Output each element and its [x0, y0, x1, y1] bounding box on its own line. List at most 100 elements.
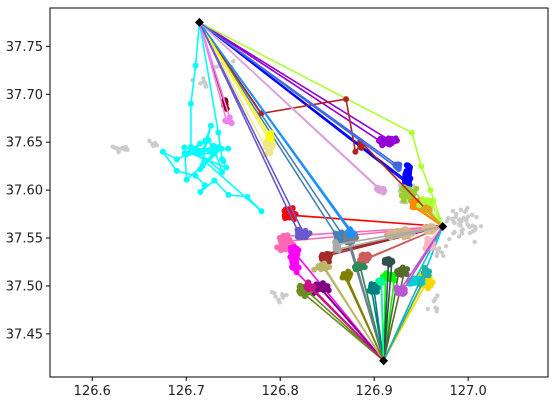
series-point-0 — [219, 169, 226, 176]
hub-layer — [194, 17, 448, 366]
background-point — [277, 300, 282, 305]
background-point — [147, 138, 152, 143]
background-point — [454, 211, 459, 217]
series-point-40 — [394, 161, 401, 168]
y-tick-label-4: 37.65 — [6, 136, 43, 151]
background-point — [151, 143, 156, 148]
hub-marker-2 — [379, 356, 389, 366]
series-point-4 — [403, 177, 410, 184]
background-point — [463, 218, 469, 223]
series-layer — [110, 21, 484, 362]
series-point-5 — [401, 193, 408, 200]
series-point-14 — [409, 200, 416, 207]
series-point-0 — [211, 177, 218, 184]
series-point-6 — [377, 138, 384, 145]
background-point — [231, 58, 236, 64]
series-point-22 — [223, 118, 230, 125]
series-point-7 — [274, 244, 281, 251]
series-point-39 — [378, 280, 385, 287]
series-point-3 — [391, 277, 398, 284]
x-tick-label-1: 126.7 — [168, 384, 205, 399]
series-point-8 — [293, 245, 300, 252]
series-point-8 — [293, 269, 300, 276]
series-point-19 — [427, 187, 434, 194]
series-point-19 — [418, 163, 425, 170]
series-point-41 — [334, 246, 341, 253]
x-axis: 126.6 126.7 126.8 126.9 127.0 — [74, 377, 487, 399]
series-point-36 — [381, 259, 388, 266]
series-point-27 — [351, 264, 358, 270]
background-point — [114, 145, 119, 151]
series-point-6 — [386, 140, 393, 147]
series-point-0 — [225, 145, 232, 152]
background-point — [456, 234, 462, 239]
series-point-0 — [196, 150, 203, 157]
series-point-0 — [183, 176, 190, 183]
series-point-30 — [364, 255, 371, 262]
series-point-35 — [376, 185, 383, 192]
series-point-0 — [173, 156, 180, 163]
y-tick-label-6: 37.75 — [6, 40, 43, 55]
background-point — [443, 243, 449, 249]
background-point — [450, 216, 455, 222]
series-point-0 — [159, 148, 166, 155]
background-point — [444, 218, 450, 224]
background-point — [452, 229, 457, 235]
background-point — [284, 292, 289, 298]
x-tick-label-0: 126.6 — [74, 384, 111, 399]
background-point — [433, 296, 438, 301]
series-point-41 — [333, 241, 340, 247]
background-point — [472, 239, 477, 245]
series-point-21 — [358, 144, 365, 151]
series-point-0 — [258, 208, 265, 215]
series-point-13 — [319, 251, 326, 258]
series-line-12 — [297, 284, 385, 362]
series-point-19 — [408, 129, 415, 136]
y-tick-label-3: 37.60 — [6, 184, 43, 199]
y-tick-label-0: 37.45 — [6, 327, 43, 342]
background-point — [434, 306, 440, 311]
background-point — [201, 76, 206, 81]
hub-marker-0 — [194, 17, 204, 27]
series-point-36 — [389, 257, 395, 264]
hub-marker-1 — [438, 222, 448, 232]
background-point — [447, 236, 452, 242]
series-point-0 — [219, 156, 226, 163]
series-point-28 — [300, 231, 307, 238]
background-point — [436, 248, 441, 253]
series-point-9 — [315, 283, 322, 290]
x-tick-label-2: 126.8 — [262, 384, 299, 399]
x-tick-label-4: 127.0 — [450, 384, 487, 399]
series-point-0 — [192, 172, 199, 179]
series-point-26 — [326, 264, 333, 270]
series-point-28 — [306, 230, 313, 237]
series-point-0 — [197, 189, 204, 195]
background-point — [459, 228, 464, 234]
series-point-21 — [352, 148, 359, 155]
series-point-24 — [268, 136, 275, 143]
series-point-11 — [412, 275, 419, 282]
series-point-26 — [318, 261, 325, 268]
series-point-5 — [407, 191, 414, 198]
background-point — [465, 222, 470, 227]
series-point-8 — [288, 248, 295, 255]
series-point-31 — [425, 268, 432, 275]
background-point — [458, 223, 463, 228]
background-point — [441, 253, 446, 259]
series-point-0 — [181, 144, 188, 151]
series-point-0 — [225, 191, 232, 198]
series-point-17 — [402, 226, 409, 233]
series-point-32 — [399, 288, 406, 295]
series-point-11 — [408, 280, 415, 287]
series-point-12 — [298, 288, 305, 295]
series-point-21 — [343, 96, 349, 103]
series-point-0 — [192, 62, 199, 69]
plot-frame — [49, 7, 549, 378]
series-point-0 — [197, 140, 203, 147]
series-point-0 — [244, 193, 251, 200]
series-point-10 — [368, 283, 374, 290]
series-point-0 — [187, 100, 194, 107]
series-point-30 — [364, 251, 371, 258]
series-point-8 — [291, 253, 298, 259]
